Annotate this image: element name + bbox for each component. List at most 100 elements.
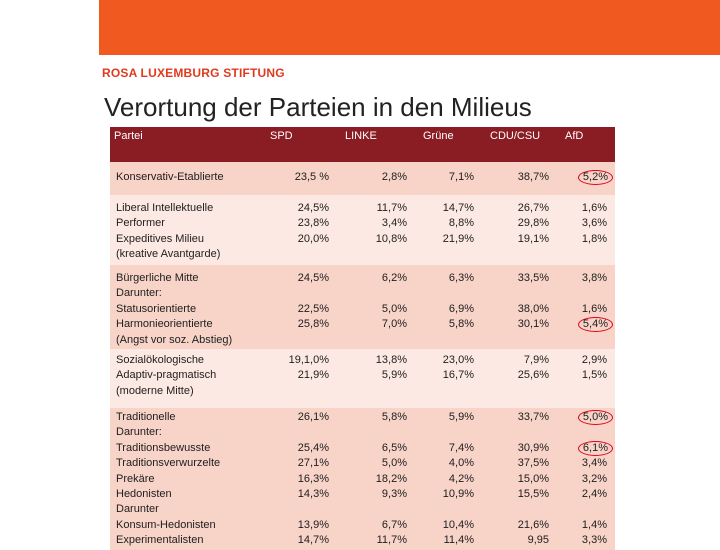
value-line: 5,9% [448,411,474,423]
value-line: 26,1% [297,411,329,423]
value-cell: 19,1,0% 21,9% [262,349,337,408]
column-header: Grüne [415,127,482,162]
table-row: Sozialökologische Adaptiv-pragmatisch (mod… [110,349,615,408]
value-line: 3,4% [581,457,607,470]
value-line: 13,8% [375,354,407,366]
value-line: 14,3% [297,488,329,501]
value-line: 1,6% [581,302,607,315]
table-row: Bürgerliche Mitte Darunter: Statusorientie… [110,265,615,349]
value-line: 22,5% [297,302,329,315]
value-cell: 11,7% 3,4% 10,8% [337,195,415,265]
value-line: 25,4% [297,441,329,454]
value-line: 6,7% [381,518,407,531]
table-row: Konservativ-Etablierte 23,5 % 2,8% 7,1% 38,7… [110,162,615,195]
value-cell: 13,8% 5,9% [337,349,415,408]
milieu-label-line: Harmonieorientierte [116,318,213,331]
milieu-label-line: Bürgerliche Mitte [116,272,199,284]
value-cell: 38,7% [482,162,557,195]
value-cell: 24,5% 22,5% 25,8% [262,265,337,349]
foundation-name: ROSA LUXEMBURG STIFTUNG [102,66,285,80]
value-line: 30,1% [517,318,549,331]
value-line: 11,7% [376,202,407,214]
milieu-table: Partei SPD LINKE Grüne CDU/CSU AfD Konse… [110,127,615,550]
milieu-label-line: Darunter [116,503,159,516]
value-line: 23,0% [442,354,474,366]
value-cell: 33,7% 30,9% 37,5% 15,0% 15,5% 21,6% 9,95 [482,408,557,550]
value-line: 13,9% [297,518,329,531]
value-line: 14,7% [297,534,329,547]
value-line: 5,4% [561,317,613,333]
value-line: 33,5% [517,272,549,284]
highlight-circle: 5,0% [577,410,613,425]
value-cell: 26,7% 29,8% 19,1% [482,195,557,265]
value-line: 21,6% [517,518,549,531]
value-line: 8,8% [448,217,474,230]
value-cell: 23,0% 16,7% [415,349,482,408]
value-line: 10,9% [442,488,474,501]
value-line: 5,9% [381,369,407,382]
value-line: 23,8% [297,217,329,230]
column-header: CDU/CSU [482,127,557,162]
value-line: 4,2% [448,472,474,485]
value-line: 15,5% [517,488,549,501]
value-line: 15,0% [517,472,549,485]
value-line: 9,95 [527,534,549,547]
milieu-label: Traditionelle Darunter: Traditionsbewusste… [110,408,262,550]
value-cell: 5,8% 6,5% 5,0% 18,2% 9,3% 6,7% 11,7% [337,408,415,550]
value-line: 11,7% [376,534,407,547]
column-header: LINKE [337,127,415,162]
value-cell: 2,9% 1,5% [557,349,615,408]
value-line: 5,0% [561,410,613,425]
value-line: 14,7% [442,202,474,214]
value-line: 2,4% [581,488,607,501]
value-line: 6,1% [561,440,613,456]
milieu-label: Sozialökologische Adaptiv-pragmatisch (mod… [110,349,262,408]
milieu-label-line: Darunter: [116,287,162,300]
value-line: 7,1% [448,171,474,183]
value-line: 3,8% [581,272,607,284]
value-line: 29,8% [517,217,549,230]
value-line: 27,1% [297,457,329,470]
value-line: 7,4% [448,441,474,454]
milieu-label-line: Konsum-Hedonisten [116,518,216,531]
value-line: 5,2% [561,170,613,185]
value-line: 25,6% [517,369,549,382]
value-cell: 7,9% 25,6% [482,349,557,408]
table-row: Liberal Intellektuelle Performer Expeditiv… [110,195,615,265]
value-line: 5,0% [381,302,407,315]
table-header-row: Partei SPD LINKE Grüne CDU/CSU AfD [110,127,615,162]
page-title: Verortung der Parteien in den Milieus [104,92,532,122]
milieu-label-line: Hedonisten [116,488,172,501]
value-line: 3,6% [581,217,607,230]
value-line: 3,4% [381,217,407,230]
value-line: 33,7% [517,411,549,423]
value-cell: 7,1% [415,162,482,195]
milieu-label-line: Expeditives Milieu [116,232,205,245]
value-line: 23,5 % [294,171,329,183]
value-line: 7,9% [523,354,549,366]
value-line: 19,1% [517,232,549,245]
value-line: 9,3% [381,488,407,501]
value-line: 24,5% [297,272,329,284]
header-banner [99,0,720,55]
value-line: 7,0% [381,318,407,331]
value-line: 24,5% [297,202,329,214]
value-line: 4,0% [448,457,474,470]
column-header: SPD [262,127,337,162]
milieu-label-line: Statusorientierte [116,302,197,315]
value-line: 2,8% [381,171,407,183]
value-line: 6,3% [448,272,474,284]
value-cell: 26,1% 25,4% 27,1% 16,3% 14,3% 13,9% 14,7% [262,408,337,550]
milieu-label-line: Traditionsverwurzelte [116,457,221,470]
milieu-label: Liberal Intellektuelle Performer Expeditiv… [110,195,262,265]
value-cell: 5,2% [557,162,615,195]
value-line: 30,9% [517,441,549,454]
value-cell: 23,5 % [262,162,337,195]
milieu-label-line: Konservativ-Etablierte [116,171,224,183]
value-line: 37,5% [517,457,549,470]
value-cell: 1,6% 3,6% 1,8% [557,195,615,265]
value-line: 16,7% [442,369,474,382]
value-line: 5,0% [381,457,407,470]
value-line: 6,5% [381,441,407,454]
value-line: 1,4% [581,518,607,531]
